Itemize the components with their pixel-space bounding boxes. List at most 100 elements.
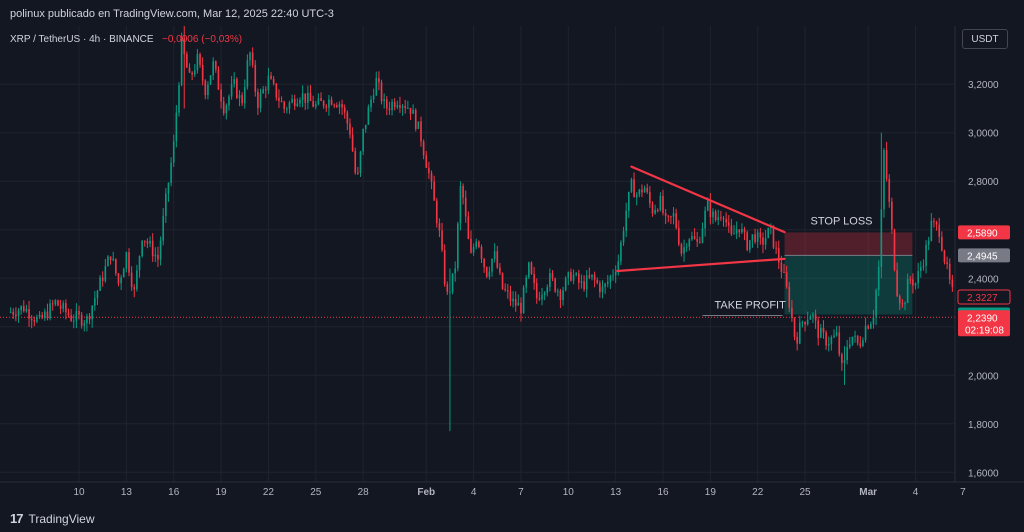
candle-body (30, 318, 33, 321)
candle-body (207, 84, 209, 96)
candle-body (793, 317, 796, 337)
footer: 17 TradingView (0, 506, 1024, 532)
price-tick-label: 3,2000 (968, 80, 999, 91)
candle-body (430, 173, 433, 182)
candle-body (501, 272, 504, 289)
wedge-upper-trendline (630, 165, 786, 234)
time-tick-label: 22 (752, 487, 764, 498)
candle-body (251, 52, 254, 65)
candle-body (814, 314, 817, 321)
candle-body (435, 200, 438, 224)
chart-legend: XRP / TetherUS · 4h · BINANCE −0,0006 (−… (10, 34, 242, 45)
price-tick-label: 3,0000 (968, 129, 999, 140)
candle-body (483, 258, 485, 268)
candle-body (783, 272, 785, 274)
candle-body (838, 332, 841, 355)
candle-body (588, 275, 591, 278)
candle-body (412, 109, 414, 114)
candle-body (20, 305, 22, 311)
candle-body (906, 279, 909, 304)
candle-body (44, 311, 46, 318)
candle-body (278, 97, 280, 101)
time-axis[interactable]: 10 13 16 19 22 25 28 Feb 4 7 10 13 16 19 22 25 Mar 4 7 (0, 481, 1024, 506)
candle-body (606, 281, 609, 284)
candle-body (178, 85, 180, 113)
candle-body (856, 335, 859, 344)
price-axis[interactable]: 3,20003,00002,80002,60002,40002,20002,00… (954, 26, 1024, 506)
candle-body (225, 105, 228, 114)
candle-body (749, 240, 751, 250)
candle-body (512, 298, 514, 302)
candle-body (17, 310, 20, 317)
candle-body (685, 246, 688, 248)
candle-body (249, 52, 251, 61)
candle-body (880, 209, 883, 267)
candle-body (522, 287, 525, 314)
candle-body (727, 222, 730, 226)
candle-body (651, 203, 654, 214)
candle-body (562, 290, 564, 301)
candle-body (96, 290, 99, 299)
candle-body (520, 302, 522, 314)
candle-body (201, 64, 204, 81)
candle-body (33, 320, 36, 322)
candle-body (80, 314, 83, 326)
candle-body (622, 230, 625, 243)
candle-body (627, 191, 630, 211)
candle-body (359, 151, 362, 174)
candle-body (888, 178, 891, 202)
candle-body (288, 102, 291, 109)
candle-body (509, 291, 512, 302)
stop-loss-label: STOP LOSS (811, 215, 873, 227)
candle-body (409, 107, 412, 114)
candle-body (764, 238, 767, 245)
candle-body (491, 259, 493, 272)
candle-body (556, 290, 559, 292)
price-label-box (958, 225, 1010, 240)
candle-body (472, 247, 475, 253)
candle-body (841, 354, 843, 363)
tradingview-logo[interactable]: 17 TradingView (10, 511, 95, 526)
candle-body (286, 108, 288, 110)
price-label-box (958, 248, 1010, 263)
candle-body (656, 210, 659, 212)
candle-body (364, 124, 367, 129)
candle-body (422, 141, 425, 156)
candle-body (170, 162, 172, 183)
candle-body (115, 258, 117, 274)
candle-body (922, 265, 925, 268)
candle-body (667, 215, 670, 217)
candle-body (827, 343, 830, 346)
candle-body (262, 89, 264, 94)
candle-body (209, 75, 212, 85)
candle-body (154, 254, 157, 257)
currency-button[interactable]: USDT (962, 29, 1008, 49)
candle-body (820, 327, 822, 338)
candle-body (580, 281, 583, 283)
candle-body (351, 134, 354, 152)
candle-body (935, 222, 938, 225)
price-chart[interactable]: STOP LOSS TAKE PROFIT 3,2000 3,0000 2,8000 2… (0, 26, 1024, 506)
candle-body (891, 201, 893, 230)
candle-body (157, 254, 159, 260)
candle-body (759, 232, 762, 238)
candle-body (551, 273, 554, 279)
candle-body (104, 266, 107, 281)
candle-body (741, 228, 743, 233)
candle-body (425, 155, 428, 168)
candle-body (183, 38, 186, 55)
candle-body (57, 300, 59, 306)
candle-body (146, 241, 149, 244)
candle-body (299, 99, 301, 104)
time-tick-label: Feb (417, 487, 435, 498)
candle-body (372, 95, 375, 100)
candle-body (493, 251, 496, 260)
price-tick-label: 1,6000 (968, 468, 999, 479)
candle-body (12, 311, 15, 315)
candle-body (867, 325, 870, 329)
drawings[interactable] (616, 165, 786, 273)
position-zones: STOP LOSS TAKE PROFIT (0, 215, 955, 318)
price-label-value: 2,5890 (967, 228, 998, 239)
candle-body (696, 238, 699, 242)
candle-body (59, 305, 62, 309)
